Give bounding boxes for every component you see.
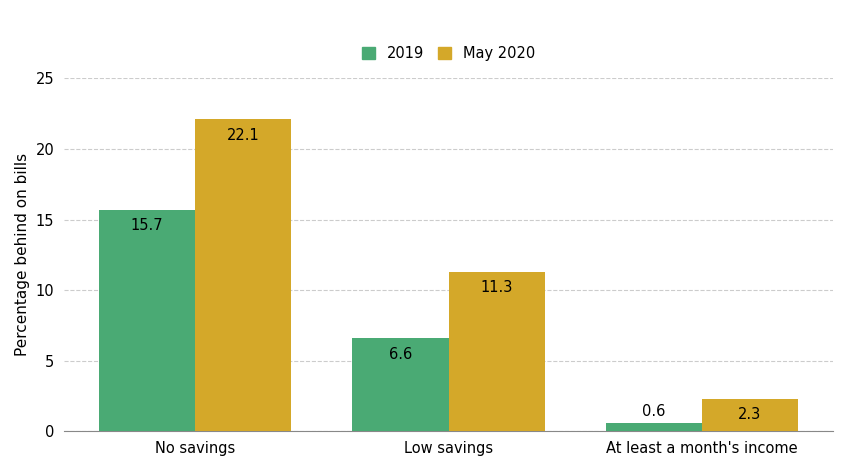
Text: 11.3: 11.3	[481, 280, 513, 295]
Text: 0.6: 0.6	[642, 404, 666, 419]
Bar	[195, 119, 292, 431]
Legend: 2019, May 2020: 2019, May 2020	[356, 40, 541, 66]
Bar	[352, 338, 449, 431]
Bar	[605, 423, 702, 431]
Text: 2.3: 2.3	[739, 407, 762, 422]
Bar	[449, 272, 544, 431]
Text: 15.7: 15.7	[131, 218, 164, 233]
Text: 22.1: 22.1	[227, 128, 259, 143]
Text: 6.6: 6.6	[388, 347, 412, 362]
Bar	[702, 399, 798, 431]
Bar	[99, 210, 195, 431]
Y-axis label: Percentage behind on bills: Percentage behind on bills	[15, 153, 30, 357]
